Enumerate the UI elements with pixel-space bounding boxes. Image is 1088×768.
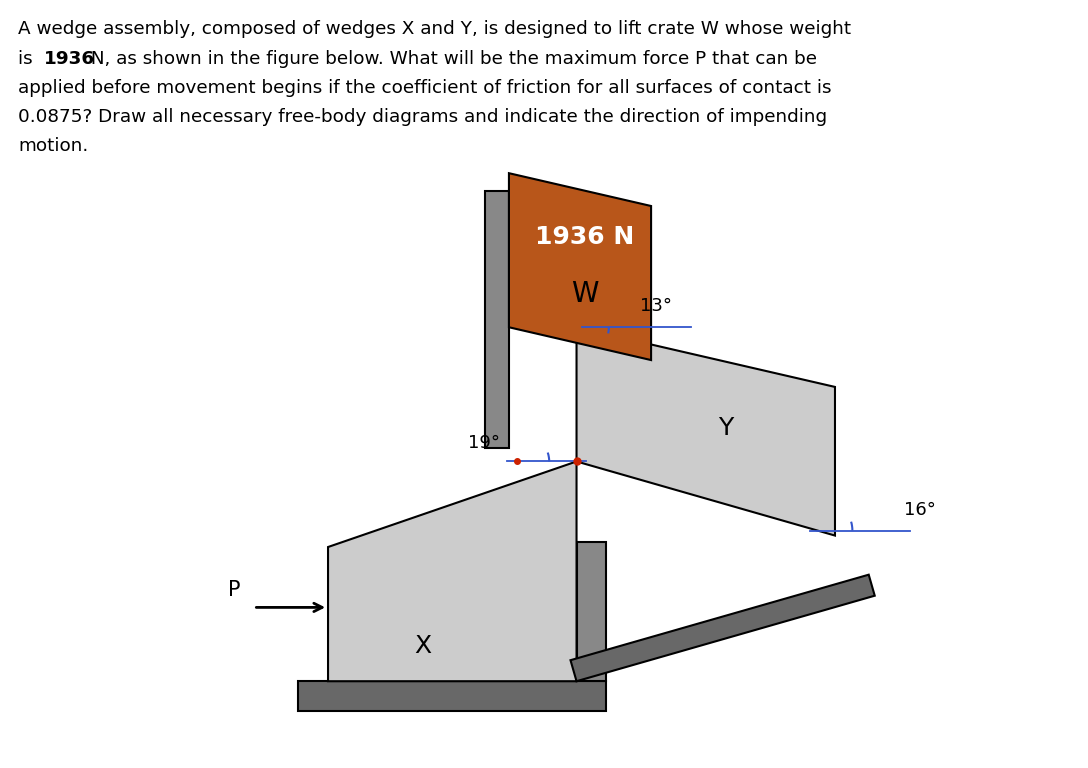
Text: 1936: 1936	[44, 49, 95, 68]
Text: P: P	[228, 581, 240, 601]
Text: X: X	[413, 634, 431, 658]
Text: 13°: 13°	[640, 297, 672, 316]
Text: W: W	[571, 280, 598, 309]
Text: motion.: motion.	[17, 137, 88, 155]
Polygon shape	[577, 327, 834, 535]
Polygon shape	[327, 462, 577, 681]
Text: A wedge assembly, composed of wedges X and Y, is designed to lift crate W whose : A wedge assembly, composed of wedges X a…	[17, 20, 851, 38]
Polygon shape	[298, 681, 606, 711]
Text: 16°: 16°	[903, 501, 936, 518]
Polygon shape	[509, 174, 651, 360]
Text: Y: Y	[718, 415, 733, 440]
Text: 0.0875? Draw all necessary free-body diagrams and indicate the direction of impe: 0.0875? Draw all necessary free-body dia…	[17, 108, 827, 126]
Text: 19°: 19°	[468, 433, 500, 452]
Text: is: is	[17, 49, 45, 68]
Polygon shape	[577, 542, 606, 681]
Polygon shape	[570, 574, 875, 681]
Text: N, as shown in the figure below. What will be the maximum force P that can be: N, as shown in the figure below. What wi…	[86, 49, 817, 68]
Polygon shape	[485, 191, 509, 448]
Text: 1936 N: 1936 N	[535, 225, 634, 249]
Text: applied before movement begins if the coefficient of friction for all surfaces o: applied before movement begins if the co…	[17, 79, 831, 97]
